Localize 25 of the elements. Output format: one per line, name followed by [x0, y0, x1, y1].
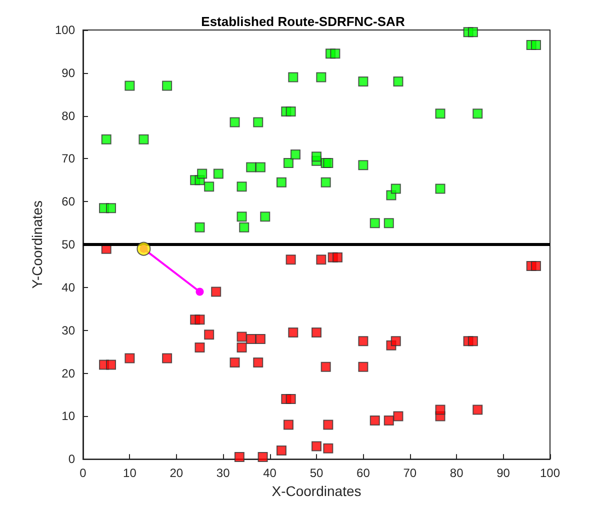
x-tick-label: 0: [80, 466, 87, 480]
x-tick-label: 20: [170, 466, 184, 480]
y-tick-label: 0: [68, 452, 76, 466]
x-tick-label: 50: [310, 466, 324, 480]
y-tick-label: 30: [62, 323, 76, 338]
y-tick-label: 70: [62, 152, 76, 166]
x-tick-label: 70: [403, 466, 417, 480]
x-axis-title: X-Coordinates: [272, 483, 362, 499]
x-tick-label: 90: [496, 466, 510, 480]
x-tick-label: 100: [540, 466, 560, 480]
y-axis-title: Y-Coordinates: [29, 200, 46, 289]
y-tick-label: 100: [54, 23, 76, 37]
y-tick-label: 20: [62, 366, 76, 380]
y-tick-label: 40: [62, 280, 76, 294]
x-tick-label: 10: [123, 466, 137, 480]
x-tick-label: 30: [216, 466, 230, 480]
chart-title: Established Route-SDRFNC-SAR: [201, 14, 406, 29]
y-tick-label: 10: [62, 409, 76, 424]
x-tick-label: 40: [263, 466, 277, 480]
y-tick-label: 90: [62, 66, 76, 80]
y-tick-label: 80: [62, 108, 76, 123]
y-tick-label: 50: [62, 238, 76, 252]
x-tick-label: 60: [356, 466, 370, 480]
y-tick-label: 60: [62, 194, 76, 209]
x-tick-label: 80: [450, 466, 464, 480]
